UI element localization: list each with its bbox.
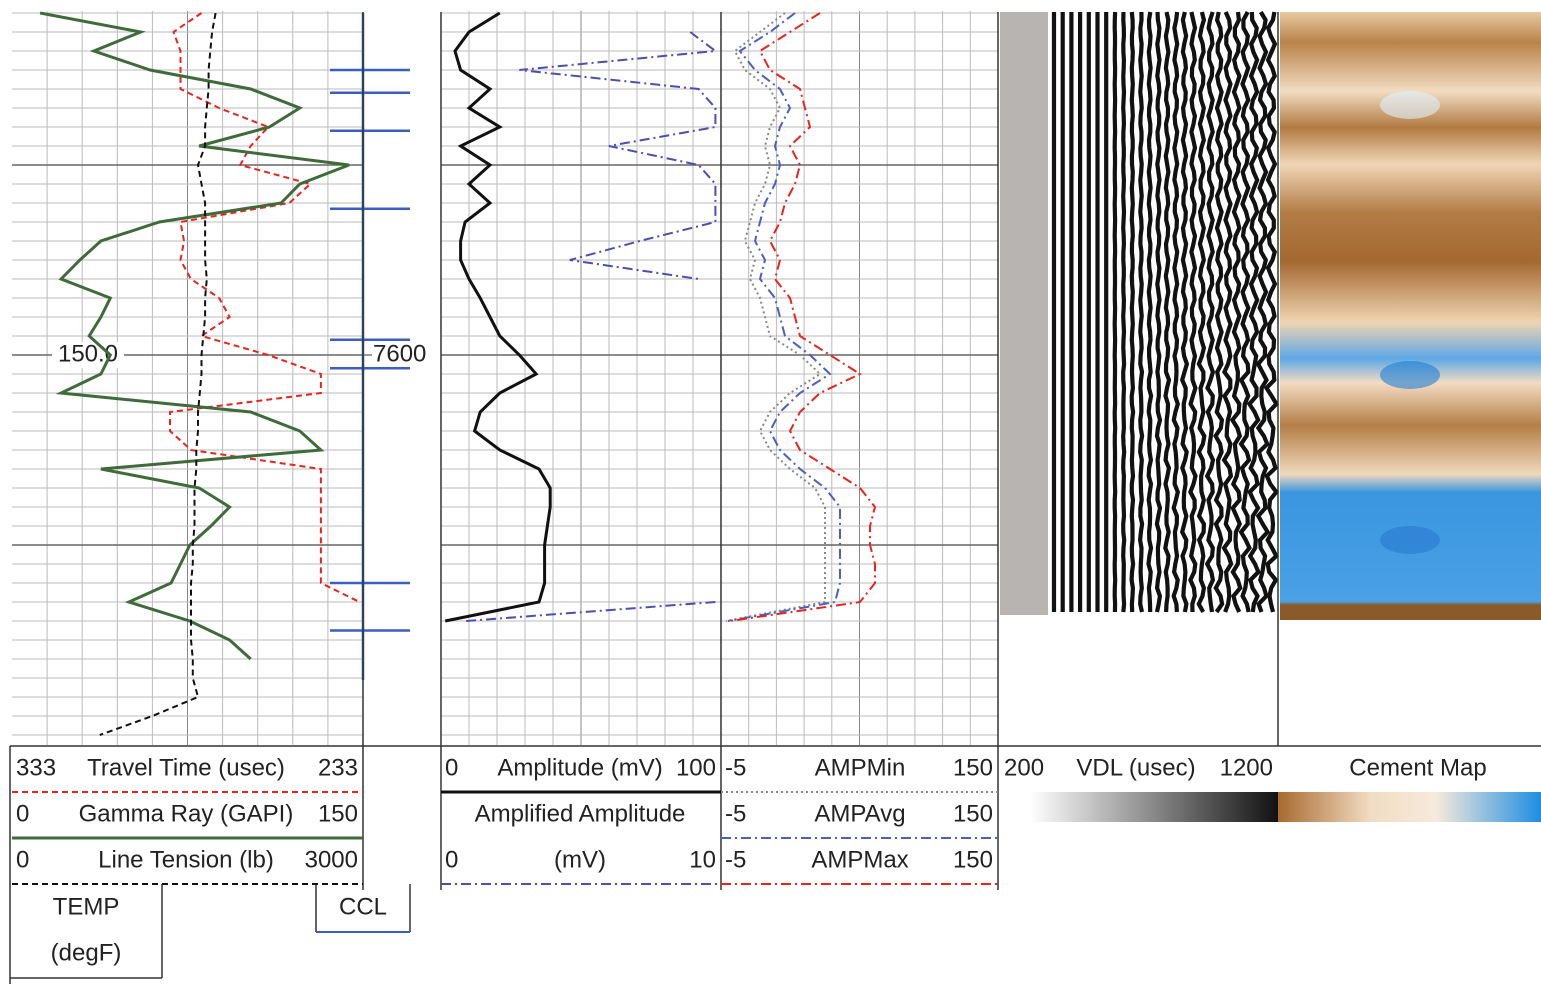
vdl-stripe <box>1238 11 1252 613</box>
cement-highlight <box>1380 91 1440 119</box>
legend-min: 0 <box>16 846 29 873</box>
legend-name: AMPMax <box>811 846 908 873</box>
curve <box>466 31 719 622</box>
legend-frame <box>9 12 1541 984</box>
vdl-image <box>1051 10 1280 614</box>
vdl-stripe <box>1154 11 1163 613</box>
legend-name: Amplitude (mV) <box>497 754 662 781</box>
cement-color-bar <box>1278 792 1541 822</box>
legend-name: VDL (usec) <box>1076 754 1195 781</box>
legend-max: 3000 <box>305 846 358 873</box>
vdl-casing-band <box>1000 12 1048 615</box>
ccl-spike <box>330 627 410 634</box>
legend-max: 10 <box>689 846 716 873</box>
vdl-stripe <box>1137 11 1145 613</box>
annotation-bg <box>52 342 124 368</box>
vdl-stripe <box>1171 11 1181 613</box>
legend-min: 0 <box>445 846 458 873</box>
legend-min: 0 <box>445 754 458 781</box>
temp-unit: (degF) <box>51 939 122 966</box>
vdl-stripe <box>1196 11 1207 614</box>
legend-name: Travel Time (usec) <box>87 754 285 781</box>
ccl-spike <box>330 205 410 212</box>
legend-max: 150 <box>953 800 993 827</box>
legend-max: 100 <box>676 754 716 781</box>
legend-min: -5 <box>725 846 746 873</box>
legend-name: AMPMin <box>815 754 906 781</box>
vdl-stripe <box>1246 11 1261 613</box>
depth-label: 7600 <box>373 340 426 367</box>
vdl-stripe <box>1179 11 1190 613</box>
legend-min: -5 <box>725 800 746 827</box>
vdl-stripe <box>1221 11 1234 613</box>
vdl-stripe <box>1112 11 1118 613</box>
curve <box>99 12 217 736</box>
vdl-stripe <box>1229 11 1243 613</box>
ccl-spike <box>330 127 410 134</box>
temp-label: TEMP <box>53 893 120 920</box>
legend-min: 0 <box>16 800 29 827</box>
legend-max: 150 <box>318 800 358 827</box>
curve <box>169 12 360 603</box>
legend-max: 1200 <box>1220 754 1273 781</box>
legend-name: Gamma Ray (GAPI) <box>79 800 294 827</box>
vdl-stripe <box>1204 11 1216 613</box>
legend: 333 Travel Time (usec) 233 0 Gamma Ray (GAPI… <box>12 754 1487 885</box>
vdl-stripe <box>1163 11 1172 613</box>
legend-min: 333 <box>16 754 56 781</box>
vdl-stripe <box>1129 11 1136 613</box>
ccl-spike <box>330 580 410 586</box>
vdl-stripe <box>1121 11 1127 613</box>
images <box>1000 10 1541 822</box>
cement-highlight <box>1380 526 1440 554</box>
legend-min: 200 <box>1004 754 1044 781</box>
legend-unit: (mV) <box>554 846 606 873</box>
cement-highlight <box>1380 361 1440 389</box>
ccl-spike <box>330 67 410 73</box>
ccl-spike <box>330 89 410 96</box>
legend-name: Amplified Amplitude <box>475 800 686 827</box>
legend-max: 150 <box>953 754 993 781</box>
legend-name: Line Tension (lb) <box>98 846 274 873</box>
vdl-stripe <box>1263 11 1280 613</box>
curve <box>444 11 552 623</box>
legend-name: Cement Map <box>1349 754 1486 781</box>
grid <box>12 11 998 745</box>
legend-max: 150 <box>953 846 993 873</box>
curve <box>39 11 350 661</box>
legend-min: -5 <box>725 754 746 781</box>
vdl-stripe <box>1146 11 1154 613</box>
ccl-label: CCL <box>339 893 387 920</box>
vdl-stripe <box>1255 10 1271 613</box>
vdl-color-bar <box>1030 792 1278 822</box>
vdl-stripe <box>1188 11 1198 613</box>
curve <box>729 12 877 622</box>
curve <box>725 12 826 622</box>
vdl-stripe <box>1213 11 1225 614</box>
legend-name: AMPAvg <box>814 800 905 827</box>
legend-max: 233 <box>318 754 358 781</box>
